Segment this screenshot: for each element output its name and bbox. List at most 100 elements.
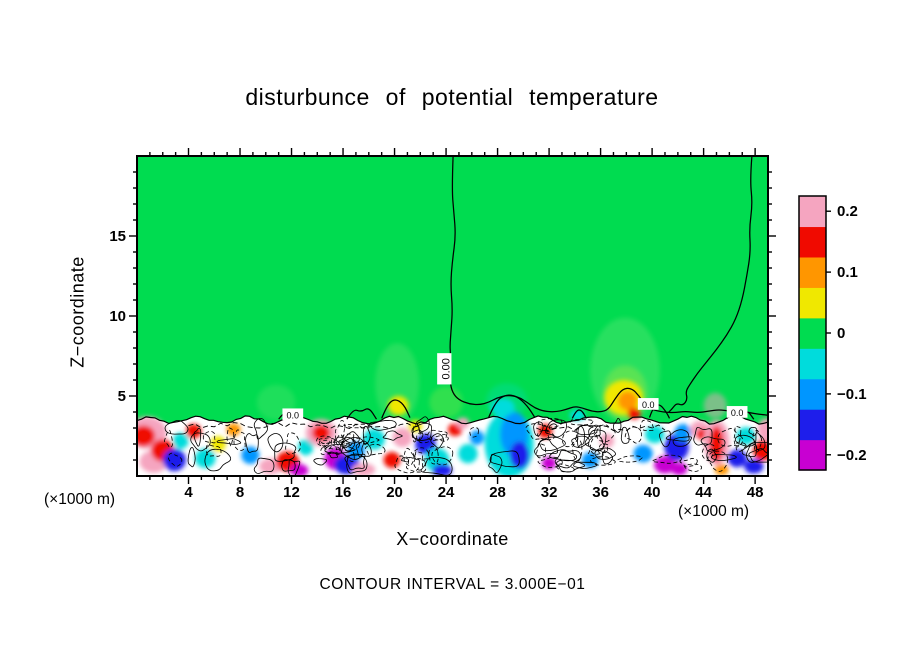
scribble-contour <box>193 427 202 447</box>
scribble-contour <box>665 429 690 442</box>
anomaly-blob <box>757 418 768 441</box>
anomaly-blob <box>383 452 401 468</box>
anomaly-blob <box>714 464 729 476</box>
contour-label-text: 0.0 <box>287 410 300 420</box>
zero-contour-line <box>668 156 753 413</box>
colorbar-segment <box>799 317 826 349</box>
scribble-contour <box>319 439 331 447</box>
anomaly-blob <box>654 456 676 474</box>
scribble-contour <box>612 417 622 433</box>
scribble-contour <box>589 456 616 466</box>
contour-labels: 0.00 0.0 0.0 0.0 <box>282 353 748 420</box>
x-tick-label: 20 <box>386 484 403 501</box>
scribble-contour <box>537 456 563 468</box>
scribble-contour <box>216 438 242 445</box>
scribble-contour <box>226 427 235 447</box>
scribble-contour <box>362 425 371 445</box>
contour-label-text: 0.0 <box>731 408 744 418</box>
scribble-contour <box>413 447 430 460</box>
scribble-contour <box>577 425 585 448</box>
x-axis-title: X−coordinate <box>396 529 509 549</box>
scribble-contour <box>693 427 713 446</box>
chart-title: disturbunce of potential temperature <box>245 84 659 110</box>
anomaly-blob <box>469 430 485 445</box>
scribble-contour <box>733 425 742 448</box>
scribble-contour <box>752 429 763 453</box>
scribble-contour <box>700 436 726 452</box>
scribble-contour <box>343 423 370 429</box>
y-tick-labels: 5 10 15 <box>109 228 126 405</box>
colorbar-segment <box>799 439 826 471</box>
band-edge <box>137 415 768 425</box>
scribble-contour <box>433 434 449 442</box>
anomaly-blobs <box>137 380 768 476</box>
scribble-contour <box>735 441 747 452</box>
scribble-contour <box>318 437 337 444</box>
colorbar-segment <box>799 226 826 258</box>
anomaly-blob <box>627 408 641 420</box>
scribble-contour <box>324 443 355 454</box>
anomaly-blob <box>137 425 156 447</box>
scribble-contour <box>364 443 386 456</box>
scribble-contour <box>548 423 558 430</box>
scribble-contour <box>596 424 616 443</box>
x-tick-label: 8 <box>236 484 244 501</box>
anomaly-blob <box>645 425 665 444</box>
scribble-contour <box>334 419 346 446</box>
colorbar-segment <box>799 256 826 288</box>
zero-contour-line <box>346 408 378 420</box>
scribble-contour <box>253 457 275 474</box>
x-unit-note-left: (×1000 m) <box>44 491 116 508</box>
x-tick-label: 28 <box>489 484 506 501</box>
x-tick-labels: 4 8 12 16 20 24 28 32 36 40 44 48 <box>184 484 763 501</box>
scribble-contour <box>594 447 616 460</box>
x-tick-label: 32 <box>541 484 558 501</box>
scribble-contour <box>416 416 430 433</box>
contour-label: 0.00 <box>437 353 452 385</box>
x-tick-label: 12 <box>283 484 300 501</box>
anomaly-blob <box>633 444 653 463</box>
x-unit-note-right: (×1000 m) <box>678 503 750 520</box>
scribble-contour <box>164 419 189 435</box>
scribble-contour <box>575 425 597 436</box>
scribble-contour <box>651 454 682 464</box>
zero-contour-line <box>571 409 587 419</box>
anomaly-blob <box>617 391 638 411</box>
scribble-contour <box>426 429 448 441</box>
scribble-contour <box>588 432 604 452</box>
colorbar-tick-label: −0.1 <box>837 386 867 403</box>
scribble-contour <box>341 433 355 449</box>
scribble-contour <box>569 418 594 426</box>
contour-label: 0.0 <box>637 398 659 410</box>
scribble-contour <box>163 429 173 448</box>
scribble-contour <box>706 448 717 463</box>
x-tick-label: 4 <box>184 484 193 501</box>
scribble-contour <box>525 423 550 440</box>
contour-label: 0.0 <box>282 408 304 420</box>
scribble-contour <box>537 430 555 441</box>
colorbar-segment <box>799 409 826 441</box>
scribble-contour <box>588 424 601 438</box>
scribble-contour <box>204 448 232 472</box>
anomaly-blob <box>173 432 189 449</box>
zero-contour-line <box>488 394 536 418</box>
contour-label-bg <box>437 353 452 385</box>
scribble-contour <box>382 430 403 441</box>
anomaly-blob <box>297 439 314 456</box>
colorbar: 0.2 0.1 0 −0.1 −0.2 <box>798 195 867 471</box>
contour-interval-note: CONTOUR INTERVAL = 3.000E−01 <box>319 576 586 593</box>
colorbar-tick-label: 0.1 <box>837 264 858 281</box>
scribble-contour <box>206 444 222 457</box>
anomaly-blob <box>185 424 202 439</box>
scribble-contour <box>539 436 566 452</box>
scribble-contour <box>316 435 333 450</box>
scribble-contour <box>335 436 346 443</box>
anomaly-blob <box>392 428 412 448</box>
anomaly-blob <box>432 464 452 476</box>
plume <box>703 392 727 419</box>
scribble-contour <box>187 447 196 468</box>
anomaly-blob <box>569 409 586 421</box>
scribble-contour <box>710 453 737 461</box>
scribble-contour <box>571 435 590 448</box>
anomaly-blob <box>458 444 478 464</box>
